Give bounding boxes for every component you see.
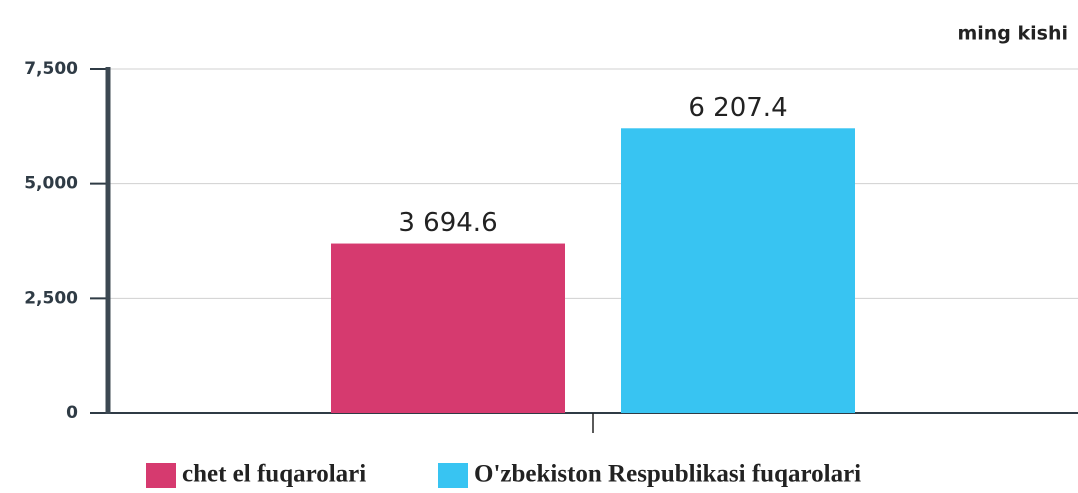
unit-label: ming kishi xyxy=(957,23,1068,45)
y-tick-label: 7,500 xyxy=(24,59,78,79)
bar xyxy=(621,128,855,414)
value-label: 6 207.4 xyxy=(688,93,787,123)
legend-label: O'zbekiston Respublikasi fuqarolari xyxy=(474,461,861,488)
legend-label: chet el fuqarolari xyxy=(182,461,366,488)
y-tick-label: 2,500 xyxy=(24,288,78,308)
y-tick-label: 5,000 xyxy=(24,174,78,194)
bar xyxy=(331,243,565,413)
legend-swatch xyxy=(146,463,176,488)
value-label: 3 694.6 xyxy=(398,208,497,238)
y-tick-label: 0 xyxy=(66,403,78,423)
legend-swatch xyxy=(438,463,468,488)
